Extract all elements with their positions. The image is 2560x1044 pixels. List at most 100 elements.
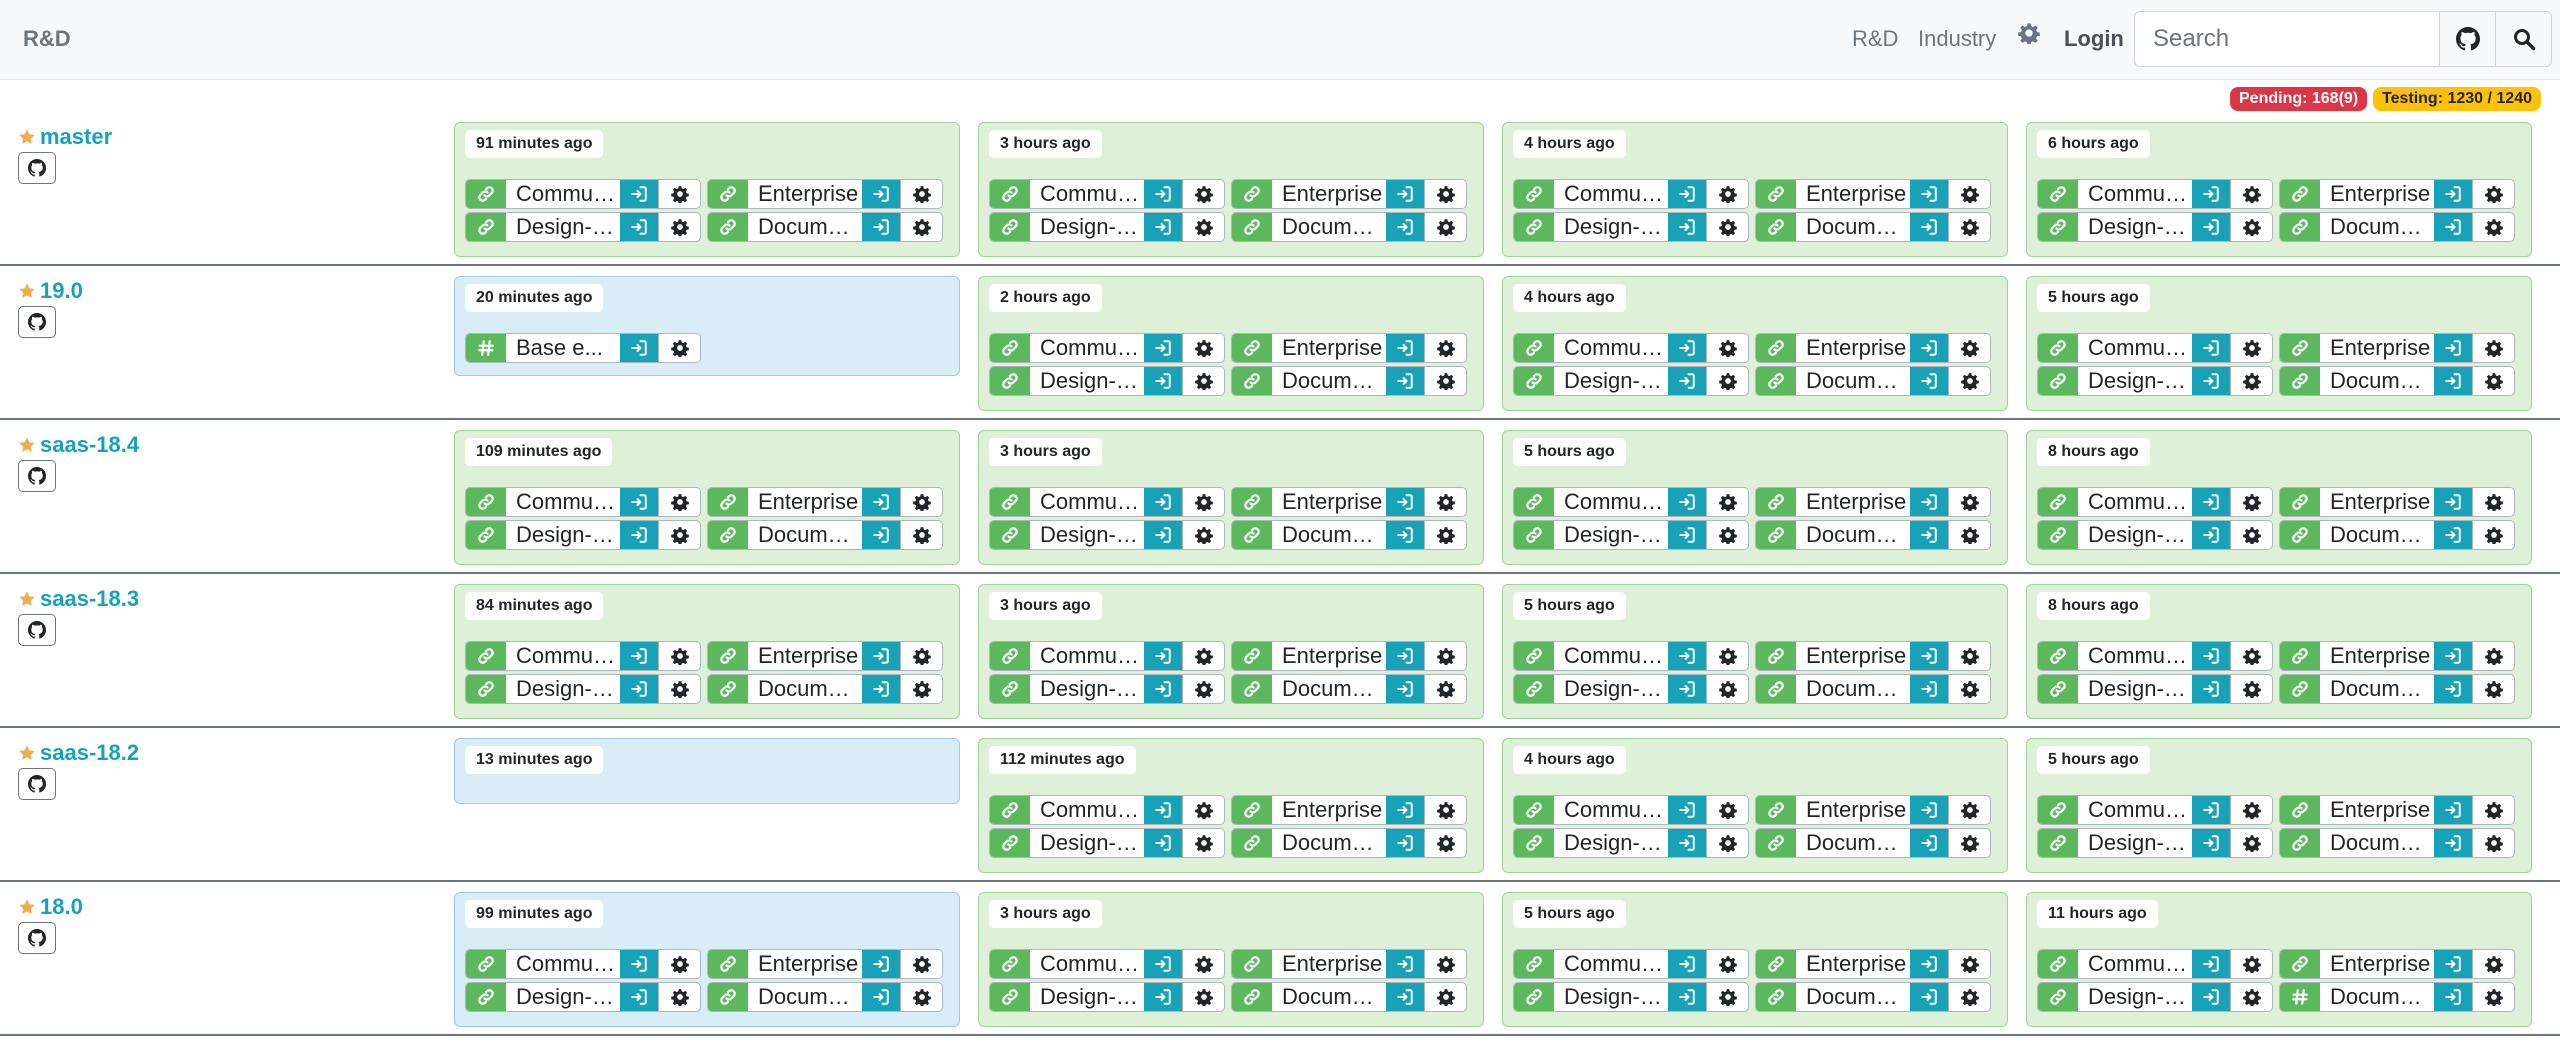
build-link-button[interactable] xyxy=(2280,180,2320,208)
build-settings-button[interactable] xyxy=(2230,796,2272,824)
connect-button[interactable] xyxy=(2192,521,2230,549)
connect-button[interactable] xyxy=(1910,829,1948,857)
build-name[interactable]: Commu… xyxy=(1030,334,1144,362)
build-link-button[interactable] xyxy=(466,521,506,549)
build-link-button[interactable] xyxy=(1232,829,1272,857)
connect-button[interactable] xyxy=(2434,367,2472,395)
build-settings-button[interactable] xyxy=(1706,367,1748,395)
build-settings-button[interactable] xyxy=(1706,642,1748,670)
build-settings-button[interactable] xyxy=(2230,642,2272,670)
build-settings-button[interactable] xyxy=(658,521,700,549)
build-settings-button[interactable] xyxy=(1424,829,1466,857)
build-link-button[interactable] xyxy=(1514,675,1554,703)
build-settings-button[interactable] xyxy=(2472,367,2514,395)
build-link-button[interactable] xyxy=(2038,829,2078,857)
build-link-button[interactable] xyxy=(1514,180,1554,208)
build-link-button[interactable] xyxy=(1756,213,1796,241)
connect-button[interactable] xyxy=(620,642,658,670)
connect-button[interactable] xyxy=(2192,796,2230,824)
batch-card[interactable]: 2 hours ago Commu… Enterprise Design-… Docum… xyxy=(978,276,1484,411)
batch-card[interactable]: 5 hours ago Commu… Enterprise Design-… Docum… xyxy=(2026,276,2532,411)
batch-card[interactable]: 8 hours ago Commu… Enterprise Design-… Docum… xyxy=(2026,430,2532,565)
nav-link-rd[interactable]: R&D xyxy=(1852,26,1899,51)
build-settings-button[interactable] xyxy=(1424,950,1466,978)
build-settings-button[interactable] xyxy=(2230,180,2272,208)
build-settings-button[interactable] xyxy=(658,675,700,703)
build-settings-button[interactable] xyxy=(1948,950,1990,978)
build-link-button[interactable] xyxy=(2280,950,2320,978)
build-link-button[interactable] xyxy=(466,983,506,1011)
batch-card[interactable]: 112 minutes ago Commu… Enterprise Design-… D… xyxy=(978,738,1484,873)
build-name[interactable]: Commu… xyxy=(1030,796,1144,824)
connect-button[interactable] xyxy=(1144,488,1182,516)
build-link-button[interactable] xyxy=(708,983,748,1011)
build-name[interactable]: Docum… xyxy=(1272,983,1386,1011)
build-name[interactable]: Docum… xyxy=(748,983,862,1011)
connect-button[interactable] xyxy=(1668,642,1706,670)
build-settings-button[interactable] xyxy=(1948,829,1990,857)
batch-time-badge[interactable]: 4 hours ago xyxy=(1513,284,1626,312)
connect-button[interactable] xyxy=(1910,334,1948,362)
build-link-button[interactable] xyxy=(1514,829,1554,857)
branch-name-link[interactable]: saas-18.3 xyxy=(18,586,139,612)
connect-button[interactable] xyxy=(1910,950,1948,978)
github-branch-button[interactable] xyxy=(18,460,56,492)
pending-badge[interactable]: Pending: 168(9) xyxy=(2230,87,2368,111)
build-hash-button[interactable] xyxy=(2280,983,2320,1011)
build-link-button[interactable] xyxy=(2280,796,2320,824)
connect-button[interactable] xyxy=(2192,950,2230,978)
batch-time-badge[interactable]: 112 minutes ago xyxy=(989,746,1136,774)
connect-button[interactable] xyxy=(2192,642,2230,670)
build-link-button[interactable] xyxy=(1232,983,1272,1011)
build-name[interactable]: Commu… xyxy=(506,488,620,516)
build-settings-button[interactable] xyxy=(1948,642,1990,670)
connect-button[interactable] xyxy=(2434,213,2472,241)
connect-button[interactable] xyxy=(1668,180,1706,208)
connect-button[interactable] xyxy=(1386,829,1424,857)
connect-button[interactable] xyxy=(1668,334,1706,362)
connect-button[interactable] xyxy=(2434,521,2472,549)
build-link-button[interactable] xyxy=(990,796,1030,824)
nav-link-industry[interactable]: Industry xyxy=(1918,26,1997,51)
batch-card[interactable]: 5 hours ago Commu… Enterprise Design-… Docum… xyxy=(1502,430,2008,565)
connect-button[interactable] xyxy=(2434,180,2472,208)
batch-time-badge[interactable]: 84 minutes ago xyxy=(465,592,604,620)
build-name[interactable]: Design-… xyxy=(506,521,620,549)
connect-button[interactable] xyxy=(862,488,900,516)
batch-card[interactable]: 3 hours ago Commu… Enterprise Design-… Docum… xyxy=(978,430,1484,565)
build-link-button[interactable] xyxy=(1756,983,1796,1011)
connect-button[interactable] xyxy=(862,521,900,549)
build-settings-button[interactable] xyxy=(2472,983,2514,1011)
build-name[interactable]: Design-… xyxy=(1030,983,1144,1011)
connect-button[interactable] xyxy=(1668,983,1706,1011)
brand-logo[interactable]: R&D xyxy=(23,26,71,51)
build-name[interactable]: Commu… xyxy=(506,180,620,208)
batch-card[interactable]: 109 minutes ago Commu… Enterprise Design-… D… xyxy=(454,430,960,565)
batch-time-badge[interactable]: 4 hours ago xyxy=(1513,130,1626,158)
build-name[interactable]: Docum… xyxy=(2320,367,2434,395)
build-name[interactable]: Enterprise xyxy=(1272,334,1386,362)
build-settings-button[interactable] xyxy=(2230,488,2272,516)
build-link-button[interactable] xyxy=(2280,334,2320,362)
build-name[interactable]: Design-… xyxy=(1554,521,1668,549)
build-hash-button[interactable] xyxy=(466,334,506,362)
connect-button[interactable] xyxy=(1668,829,1706,857)
build-link-button[interactable] xyxy=(990,334,1030,362)
batch-time-badge[interactable]: 8 hours ago xyxy=(2037,592,2150,620)
connect-button[interactable] xyxy=(2434,488,2472,516)
build-name[interactable]: Docum… xyxy=(2320,983,2434,1011)
build-settings-button[interactable] xyxy=(1948,521,1990,549)
batch-time-badge[interactable]: 6 hours ago xyxy=(2037,130,2150,158)
build-link-button[interactable] xyxy=(1756,367,1796,395)
build-link-button[interactable] xyxy=(1232,488,1272,516)
build-name[interactable]: Docum… xyxy=(1272,367,1386,395)
build-link-button[interactable] xyxy=(1514,213,1554,241)
connect-button[interactable] xyxy=(1144,950,1182,978)
build-settings-button[interactable] xyxy=(1706,213,1748,241)
build-settings-button[interactable] xyxy=(2472,488,2514,516)
testing-badge[interactable]: Testing: 1230 / 1240 xyxy=(2373,87,2541,111)
connect-button[interactable] xyxy=(1386,675,1424,703)
build-link-button[interactable] xyxy=(990,488,1030,516)
build-settings-button[interactable] xyxy=(2230,950,2272,978)
connect-button[interactable] xyxy=(862,213,900,241)
